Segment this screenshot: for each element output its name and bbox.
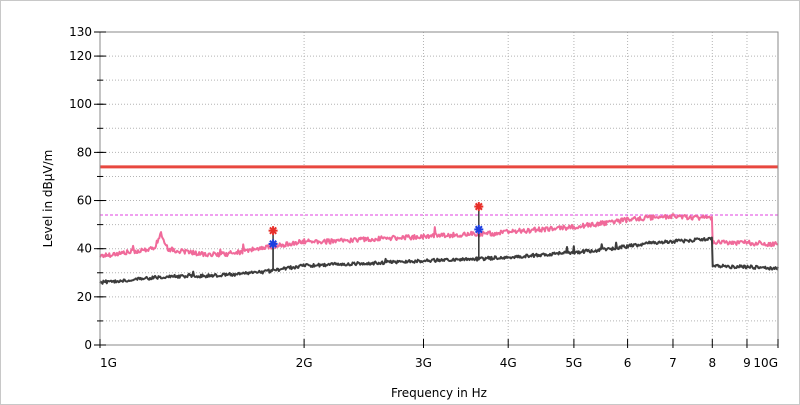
marker-star	[474, 224, 484, 234]
marker-star	[268, 239, 278, 249]
x-tick-label: 2G	[296, 356, 313, 370]
series-group	[99, 213, 779, 285]
series-line-1	[99, 236, 779, 285]
x-tick-label: 5G	[565, 356, 582, 370]
x-tick-label: 10G	[753, 356, 778, 370]
y-tick-label: 80	[77, 145, 92, 159]
x-axis-label: Frequency in Hz	[391, 386, 487, 400]
x-tick-label: 3G	[415, 356, 432, 370]
y-axis-label: Level in dBµV/m	[41, 150, 55, 248]
marker-star	[268, 226, 278, 236]
x-tick-label: 6	[624, 356, 632, 370]
y-tick-label: 60	[77, 194, 92, 208]
x-tick-label: 9	[743, 356, 751, 370]
y-tick-label: 100	[69, 97, 92, 111]
x-tick-label: 8	[708, 356, 716, 370]
markers-group	[268, 202, 484, 271]
axes: 0 20 40 60 80 100 120 130 1G 2G 3G 4G 5G 6 7 8 9 10G	[69, 25, 779, 370]
y-tick-label: 40	[77, 242, 92, 256]
y-tick-label: 120	[69, 49, 92, 63]
limit-lines	[100, 165, 778, 216]
plot-border	[99, 31, 779, 346]
grid	[100, 32, 778, 345]
y-tick-label: 20	[77, 290, 92, 304]
x-tick-label: 7	[669, 356, 677, 370]
x-tick-label: 4G	[500, 356, 517, 370]
y-tick-label: 130	[69, 25, 92, 39]
marker-star	[474, 202, 484, 212]
series-line-0	[99, 213, 779, 259]
x-tick-label: 1G	[100, 356, 117, 370]
y-tick-label: 0	[84, 338, 92, 352]
